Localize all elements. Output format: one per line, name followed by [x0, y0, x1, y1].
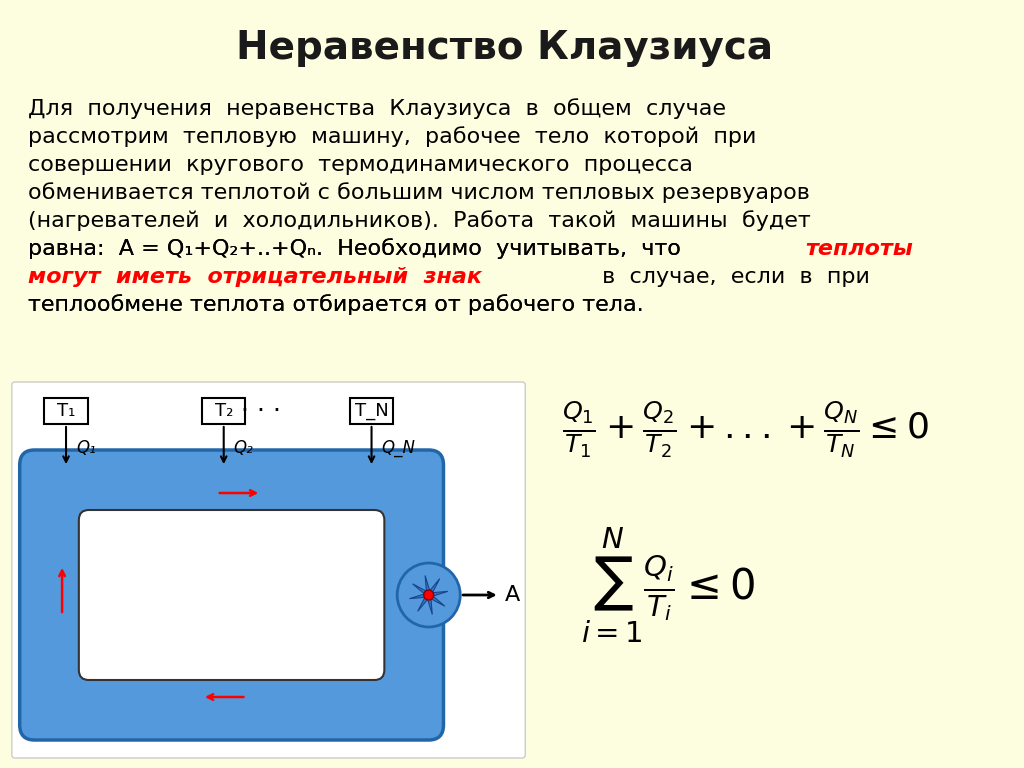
Polygon shape [418, 595, 431, 611]
Text: Q₁: Q₁ [76, 439, 95, 457]
FancyBboxPatch shape [19, 450, 443, 740]
Text: равна:  А = Q₁+Q₂+..+Qₙ.  Необходимо  учитывать,  что: равна: А = Q₁+Q₂+..+Qₙ. Необходимо учиты… [28, 239, 694, 260]
Text: . . .: . . . [242, 392, 282, 416]
Text: рассмотрим  тепловую  машину,  рабочее  тело  которой  при: рассмотрим тепловую машину, рабочее тело… [28, 127, 756, 147]
Text: Для  получения  неравенства  Клаузиуса  в  общем  случае: Для получения неравенства Клаузиуса в об… [28, 98, 726, 119]
Text: Неравенство Клаузиуса: Неравенство Клаузиуса [237, 29, 773, 67]
Text: $\sum_{i=1}^{N}\frac{Q_i}{T_i} \leq 0$: $\sum_{i=1}^{N}\frac{Q_i}{T_i} \leq 0$ [582, 525, 756, 644]
Text: Q_N: Q_N [381, 439, 416, 457]
Text: T_N: T_N [354, 402, 388, 420]
FancyBboxPatch shape [350, 398, 393, 424]
Text: в  случае,  если  в  при: в случае, если в при [595, 267, 869, 287]
Text: (нагревателей  и  холодильников).  Работа  такой  машины  будет: (нагревателей и холодильников). Работа т… [28, 210, 810, 231]
Text: T₂: T₂ [214, 402, 232, 420]
FancyBboxPatch shape [79, 510, 384, 680]
Text: Q₂: Q₂ [233, 439, 253, 457]
FancyBboxPatch shape [12, 382, 525, 758]
Polygon shape [425, 575, 430, 597]
Text: равна:  А = Q₁+Q₂+..+Qₙ.  Необходимо  учитывать,  что: равна: А = Q₁+Q₂+..+Qₙ. Необходимо учиты… [28, 239, 694, 260]
Circle shape [397, 563, 460, 627]
Polygon shape [410, 593, 430, 599]
Polygon shape [429, 592, 444, 606]
Text: могут  иметь  отрицательный  знак: могут иметь отрицательный знак [28, 267, 481, 287]
Text: A: A [505, 585, 520, 605]
Text: теплообмене теплота отбирается от рабочего тела.: теплообмене теплота отбирается от рабоче… [28, 295, 643, 316]
Text: теплоты: теплоты [805, 239, 912, 259]
Text: теплообмене теплота отбирается от рабочего тела.: теплообмене теплота отбирается от рабоче… [28, 295, 643, 316]
Polygon shape [426, 578, 439, 595]
Text: совершении  кругового  термодинамического  процесса: совершении кругового термодинамического … [28, 155, 692, 175]
Polygon shape [413, 584, 429, 598]
Circle shape [424, 590, 433, 600]
Polygon shape [427, 593, 432, 614]
FancyBboxPatch shape [44, 398, 88, 424]
Text: T₁: T₁ [57, 402, 75, 420]
Polygon shape [427, 591, 447, 597]
FancyBboxPatch shape [202, 398, 246, 424]
Text: обменивается теплотой с большим числом тепловых резервуаров: обменивается теплотой с большим числом т… [28, 183, 809, 204]
Text: $\frac{Q_1}{T_1}+\frac{Q_2}{T_2}+...+\frac{Q_N}{T_N} \leq 0$: $\frac{Q_1}{T_1}+\frac{Q_2}{T_2}+...+\fr… [562, 400, 929, 460]
